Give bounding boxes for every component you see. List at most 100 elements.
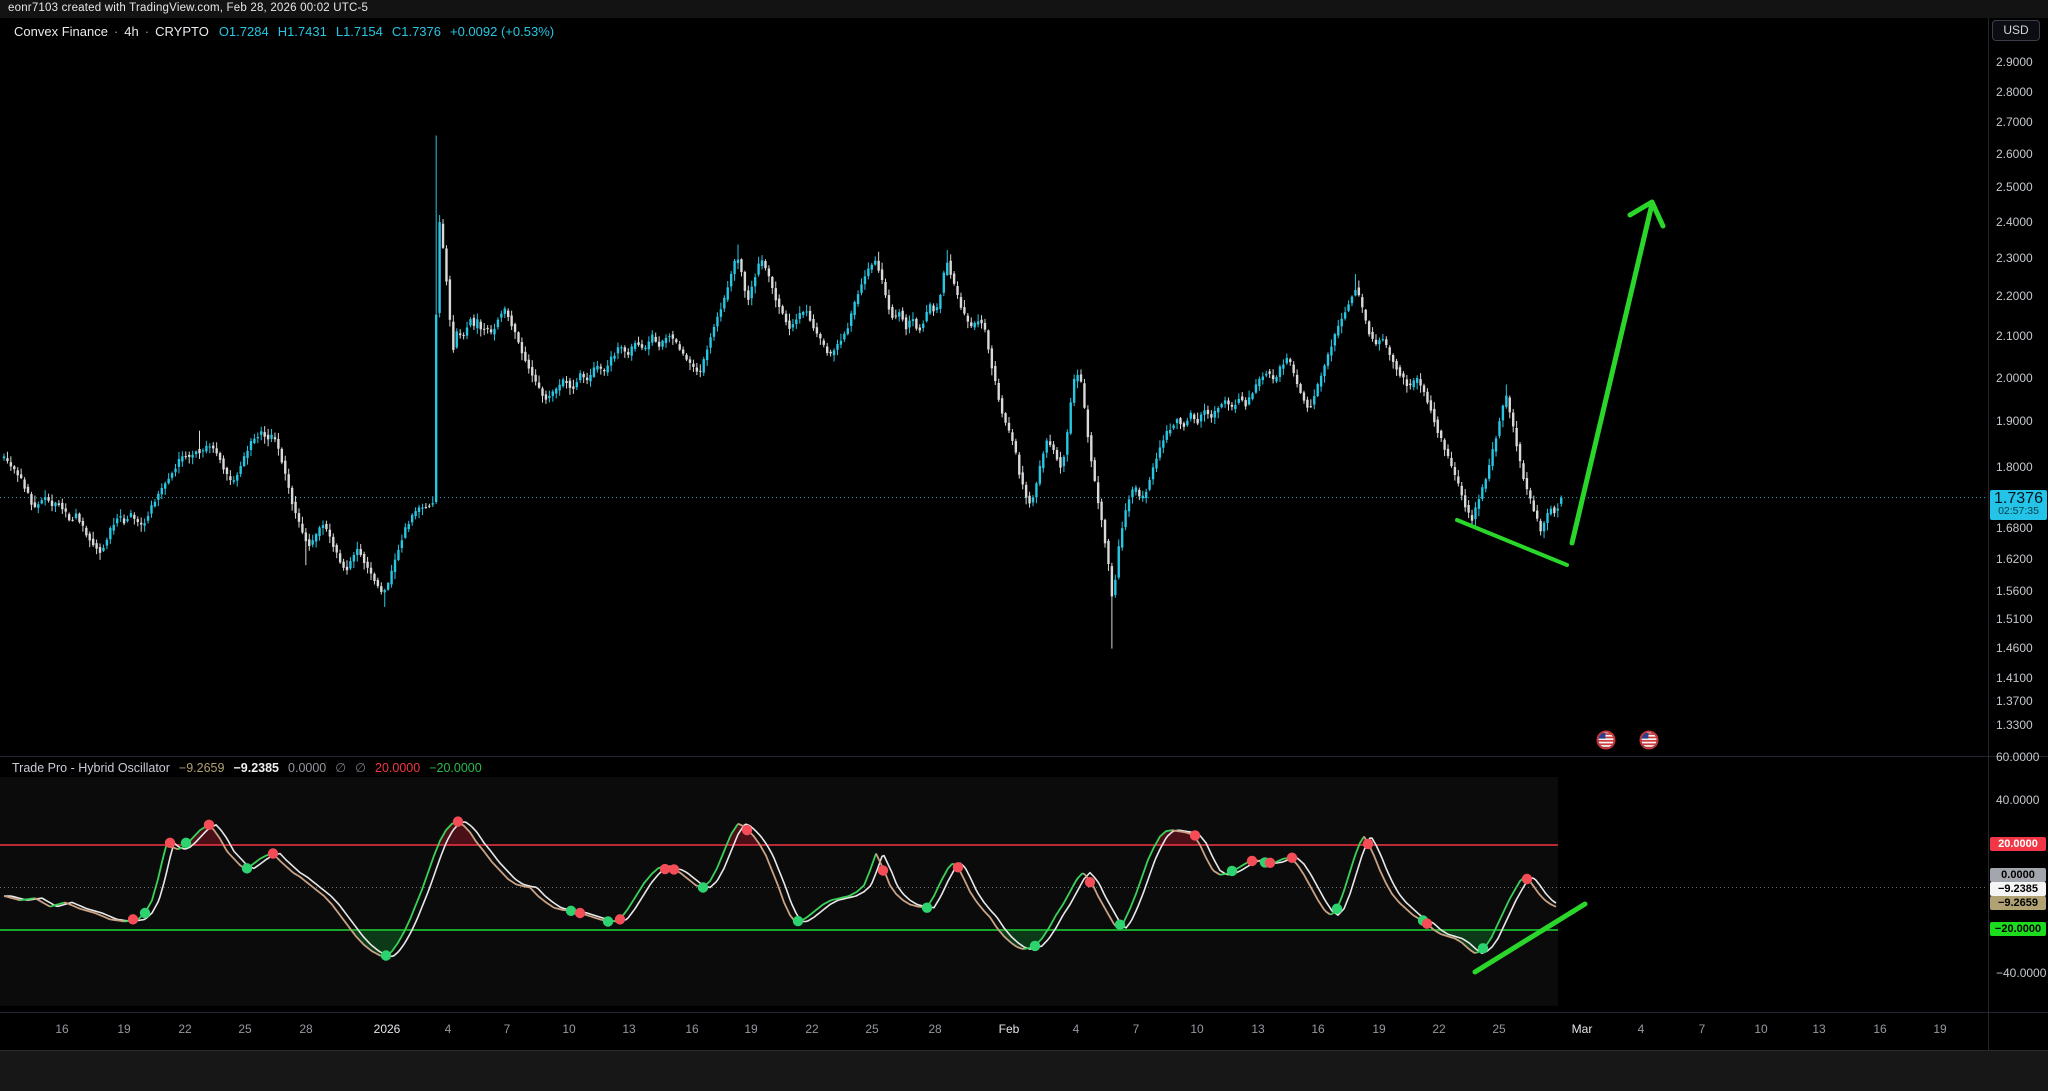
candle-up (856, 294, 860, 304)
indicator-value: ∅ (355, 761, 367, 775)
candle-up (321, 525, 325, 529)
candle-up (383, 590, 386, 593)
candle-up (1261, 376, 1265, 381)
candle-down (1306, 399, 1309, 408)
candle-up (1487, 465, 1491, 479)
candle-up (417, 507, 421, 513)
candle-down (517, 332, 520, 343)
candle-down (640, 344, 644, 348)
candle-up (318, 527, 321, 537)
candle-up (911, 319, 915, 322)
price-axis-label: 2.5000 (1996, 180, 2033, 194)
candle-up (620, 347, 623, 349)
time-axis-label: 7 (503, 1022, 511, 1036)
candle-up (1412, 380, 1415, 388)
price-axis-label: 2.6000 (1996, 147, 2033, 161)
indicator-legend[interactable]: Trade Pro - Hybrid Oscillator −9.2659 −9.2… (12, 760, 482, 775)
candle-down (777, 298, 781, 307)
candle-down (47, 497, 50, 501)
candle-up (750, 286, 753, 299)
price-trendline-drawing[interactable] (1455, 518, 1569, 567)
oscillator-main-line (796, 853, 877, 923)
oscillator-signal-line (4, 821, 1557, 958)
candle-up (1155, 458, 1158, 469)
sell-signal-dot (1286, 852, 1298, 863)
candle-down (88, 533, 91, 541)
candle-up (232, 480, 236, 482)
candle-up (589, 375, 592, 382)
oscillator-trendline-drawing[interactable] (1472, 901, 1588, 975)
candle-down (1083, 383, 1086, 408)
candle-down (67, 514, 71, 521)
candle-up (1415, 378, 1419, 383)
candle-down (1357, 287, 1361, 296)
candle-up (548, 395, 551, 399)
pane-separator[interactable] (0, 756, 2048, 757)
candle-down (904, 317, 908, 330)
indicator-value: −9.2659 (178, 761, 225, 775)
interval-label[interactable]: 4h (124, 24, 139, 39)
bullish-arrow-head[interactable] (1627, 199, 1666, 229)
candle-up (1151, 467, 1155, 480)
current-price-label[interactable]: 1.7376 02:57:35 (1990, 489, 2047, 520)
candle-up (431, 503, 434, 505)
oscillator-main-line (33, 897, 51, 908)
candle-down (1299, 384, 1302, 393)
bullish-arrow-drawing[interactable] (1569, 201, 1655, 546)
candle-down (901, 310, 904, 320)
candle-down (767, 268, 771, 277)
sell-signal-dot (1246, 855, 1258, 867)
time-axis-label: 13 (1812, 1022, 1826, 1036)
oscillator-main-line (385, 820, 459, 958)
candle-up (575, 382, 579, 388)
time-axis-label: 7 (1132, 1022, 1140, 1036)
us-flag-event-icon[interactable] (1596, 730, 1616, 750)
candle-down (1000, 398, 1004, 414)
ohlc-value: H1.7431 (277, 24, 327, 39)
sell-signal-dot (741, 824, 753, 836)
candle-down (1463, 495, 1467, 508)
candle-down (812, 319, 815, 329)
candle-up (898, 312, 901, 317)
candle-up (153, 501, 157, 507)
candle-down (1210, 414, 1213, 418)
candle-up (1265, 373, 1268, 376)
candle-up (500, 313, 503, 318)
candle-down (819, 334, 822, 339)
candle-down (1107, 540, 1110, 565)
candle-up (249, 441, 253, 451)
candle-up (352, 555, 356, 562)
candle-up (349, 561, 352, 569)
osc-axis-label: 60.0000 (1996, 750, 2040, 764)
candle-down (520, 342, 524, 354)
candle-down (91, 538, 95, 546)
candle-down (9, 462, 13, 467)
candle-up (414, 511, 417, 517)
candle-down (524, 351, 527, 361)
candle-down (338, 553, 342, 563)
candle-down (479, 321, 482, 330)
candle-up (1186, 420, 1189, 426)
candle-up (1158, 447, 1162, 458)
candle-down (1532, 500, 1535, 512)
candle-down (692, 363, 695, 368)
symbol-legend[interactable]: Convex Finance · 4h · CRYPTO O1.7284 H1.7431 L1… (14, 24, 563, 39)
indicator-title[interactable]: Trade Pro - Hybrid Oscillator (12, 761, 170, 775)
price-axis-label: 1.5600 (1996, 584, 2033, 598)
currency-button[interactable]: USD (1992, 20, 2040, 41)
candle-up (191, 454, 194, 458)
candle-up (1477, 499, 1481, 509)
time-axis-label: 22 (1432, 1022, 1446, 1036)
time-axis-label: 28 (928, 1022, 942, 1036)
bar-countdown: 02:57:35 (1998, 504, 2039, 517)
watermark-bar: eonr7103 created with TradingView.com, F… (0, 0, 2048, 19)
us-flag-event-icon[interactable] (1639, 730, 1659, 750)
candle-down (1292, 364, 1295, 374)
candle-down (788, 320, 791, 329)
candle-up (1254, 384, 1258, 393)
candle-up (260, 431, 263, 435)
symbol-title[interactable]: Convex Finance (14, 24, 108, 39)
candle-up (1381, 339, 1385, 341)
candle-up (551, 391, 554, 396)
